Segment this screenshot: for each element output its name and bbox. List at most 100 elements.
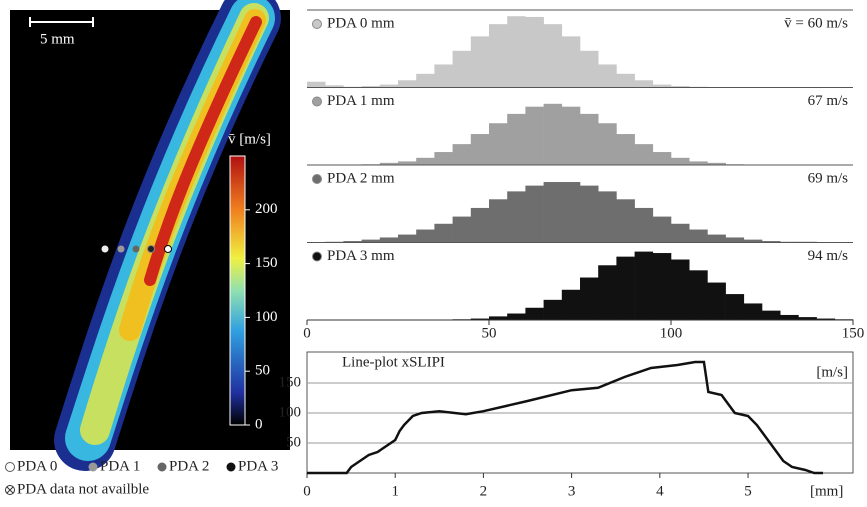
hist-bar — [743, 303, 763, 320]
mean-label: 94 m/s — [808, 248, 849, 264]
x-tick-label: 150 — [842, 325, 865, 341]
hist-bar — [434, 64, 453, 88]
scale-bar-label: 5 mm — [40, 31, 75, 47]
hist-bar — [580, 113, 599, 165]
legend-marker — [312, 251, 322, 262]
y-tick-label: 50 — [286, 434, 301, 450]
colorbar — [229, 155, 246, 426]
series-label: PDA 3 mm — [327, 248, 395, 264]
hist-bar — [798, 317, 817, 320]
y-tick-label: 100 — [279, 404, 302, 420]
hist-bar — [416, 229, 435, 243]
hist-bar — [489, 316, 508, 320]
hist-bar — [580, 50, 599, 88]
hist-bar — [561, 36, 581, 88]
hist-bar — [543, 299, 563, 320]
colorbar-tick-label: 0 — [255, 416, 263, 432]
hist-bar — [452, 216, 472, 243]
hist-bar — [598, 123, 617, 165]
hist-bar — [561, 106, 581, 165]
hist-bar — [325, 85, 344, 88]
hist-bar — [689, 229, 708, 243]
mean-label: 69 m/s — [808, 170, 849, 186]
hist-bar — [616, 256, 635, 320]
hist-bar — [525, 106, 544, 165]
hist-bar — [671, 259, 690, 320]
hist-bar — [452, 50, 472, 88]
hist-bar — [652, 84, 672, 88]
hist-bar — [379, 162, 399, 165]
hist-bar — [652, 152, 672, 165]
profile-line — [307, 360, 824, 475]
legend-label: PDA 2 — [169, 458, 209, 474]
x-tick-label: 100 — [660, 325, 683, 341]
hist-bar — [507, 16, 526, 88]
y-tick-label: 150 — [279, 374, 302, 390]
hist-bar — [743, 239, 763, 243]
hist-bar — [707, 234, 726, 243]
hist-bar — [398, 161, 417, 165]
hist-bar — [634, 251, 654, 320]
x-tick-label: 0 — [303, 325, 311, 341]
legend-marker — [312, 174, 322, 184]
hist-bar — [434, 152, 453, 165]
hist-bar — [434, 223, 453, 243]
hist-bar — [634, 207, 654, 243]
hist-bar — [470, 207, 490, 243]
hist-bar — [361, 239, 381, 243]
hist-bar — [580, 185, 599, 243]
hist-bar — [598, 64, 617, 88]
hist-bar — [507, 313, 526, 320]
legend-label: PDA 0 — [17, 458, 57, 474]
hist-bar — [725, 294, 745, 320]
hist-bar — [398, 234, 417, 243]
hist-bar — [561, 182, 581, 243]
hist-bar — [489, 123, 508, 165]
hist-bar — [762, 310, 781, 320]
x-tick-label: 3 — [568, 483, 576, 499]
hist-bar — [598, 191, 617, 243]
hist-bar — [416, 157, 435, 165]
hist-bar — [616, 73, 635, 88]
hist-bar — [307, 81, 326, 88]
legend-label: PDA 1 — [100, 458, 140, 474]
hist-bar — [379, 84, 399, 88]
hist-bar — [525, 185, 544, 243]
hist-bar — [616, 199, 635, 243]
colorbar-label: v̄ [m/s] — [228, 131, 271, 147]
hist-bar — [452, 144, 472, 165]
hist-bar — [707, 162, 726, 165]
series-label: PDA 0 mm — [327, 15, 395, 31]
hist-bar — [707, 282, 726, 320]
hist-bar — [634, 80, 654, 88]
hist-bar — [525, 16, 544, 88]
hist-bar — [689, 270, 708, 320]
hist-bar — [470, 134, 490, 165]
hist-bar — [616, 134, 635, 165]
hist-bar — [652, 253, 672, 320]
hist-bar — [762, 241, 781, 243]
legend — [5, 462, 236, 495]
x-tick-label: 50 — [482, 325, 497, 341]
legend-label: PDA 3 — [238, 458, 278, 474]
pda-points — [101, 245, 172, 253]
line-title: Line-plot xSLIPI — [342, 354, 445, 370]
x-tick-label: 0 — [303, 483, 311, 499]
hist-bar — [489, 199, 508, 243]
hist-bar — [634, 144, 654, 165]
x-tick-label: 4 — [656, 483, 664, 499]
hist-bar — [652, 216, 672, 243]
mean-label: 67 m/s — [808, 93, 849, 109]
colorbar-tick-label: 100 — [255, 309, 278, 325]
x-axis-label: [mm] — [810, 483, 843, 499]
hist-bar — [489, 24, 508, 88]
x-tick-label: 1 — [391, 483, 399, 499]
hist-bar — [671, 223, 690, 243]
series-label: PDA 1 mm — [327, 93, 395, 109]
colorbar-tick-label: 150 — [255, 255, 278, 271]
hist-bar — [343, 241, 362, 243]
hist-bar — [507, 113, 526, 165]
hist-bar — [379, 237, 399, 243]
x-tick-label: 2 — [480, 483, 488, 499]
